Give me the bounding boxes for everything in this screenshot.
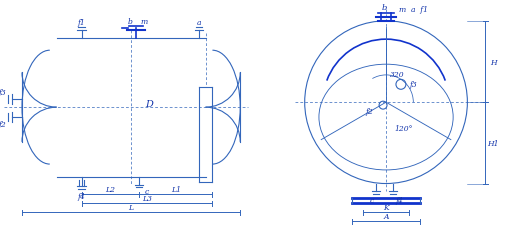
Text: L2: L2 bbox=[105, 186, 115, 194]
Text: f1: f1 bbox=[78, 19, 85, 27]
Text: c: c bbox=[370, 196, 374, 204]
Text: D: D bbox=[145, 99, 153, 108]
Text: 320: 320 bbox=[390, 71, 404, 79]
Text: b: b bbox=[382, 4, 387, 12]
Text: f3: f3 bbox=[0, 89, 6, 97]
Text: A: A bbox=[383, 212, 389, 220]
Text: a: a bbox=[196, 19, 201, 27]
Text: L1: L1 bbox=[171, 186, 181, 194]
Text: H1: H1 bbox=[487, 139, 499, 147]
Text: L3: L3 bbox=[142, 194, 152, 202]
Text: f2: f2 bbox=[0, 120, 6, 128]
Text: H: H bbox=[490, 58, 496, 66]
Text: L: L bbox=[129, 204, 134, 212]
Text: m  a  f1: m a f1 bbox=[399, 6, 428, 14]
Text: m: m bbox=[140, 18, 147, 26]
Text: 120°: 120° bbox=[394, 124, 413, 132]
Text: f3: f3 bbox=[410, 81, 418, 89]
Text: f4: f4 bbox=[395, 196, 403, 204]
Text: b: b bbox=[127, 18, 132, 26]
Text: c: c bbox=[145, 188, 149, 196]
Text: K: K bbox=[383, 204, 389, 212]
Text: f2: f2 bbox=[365, 108, 373, 116]
Text: f4: f4 bbox=[78, 193, 85, 200]
